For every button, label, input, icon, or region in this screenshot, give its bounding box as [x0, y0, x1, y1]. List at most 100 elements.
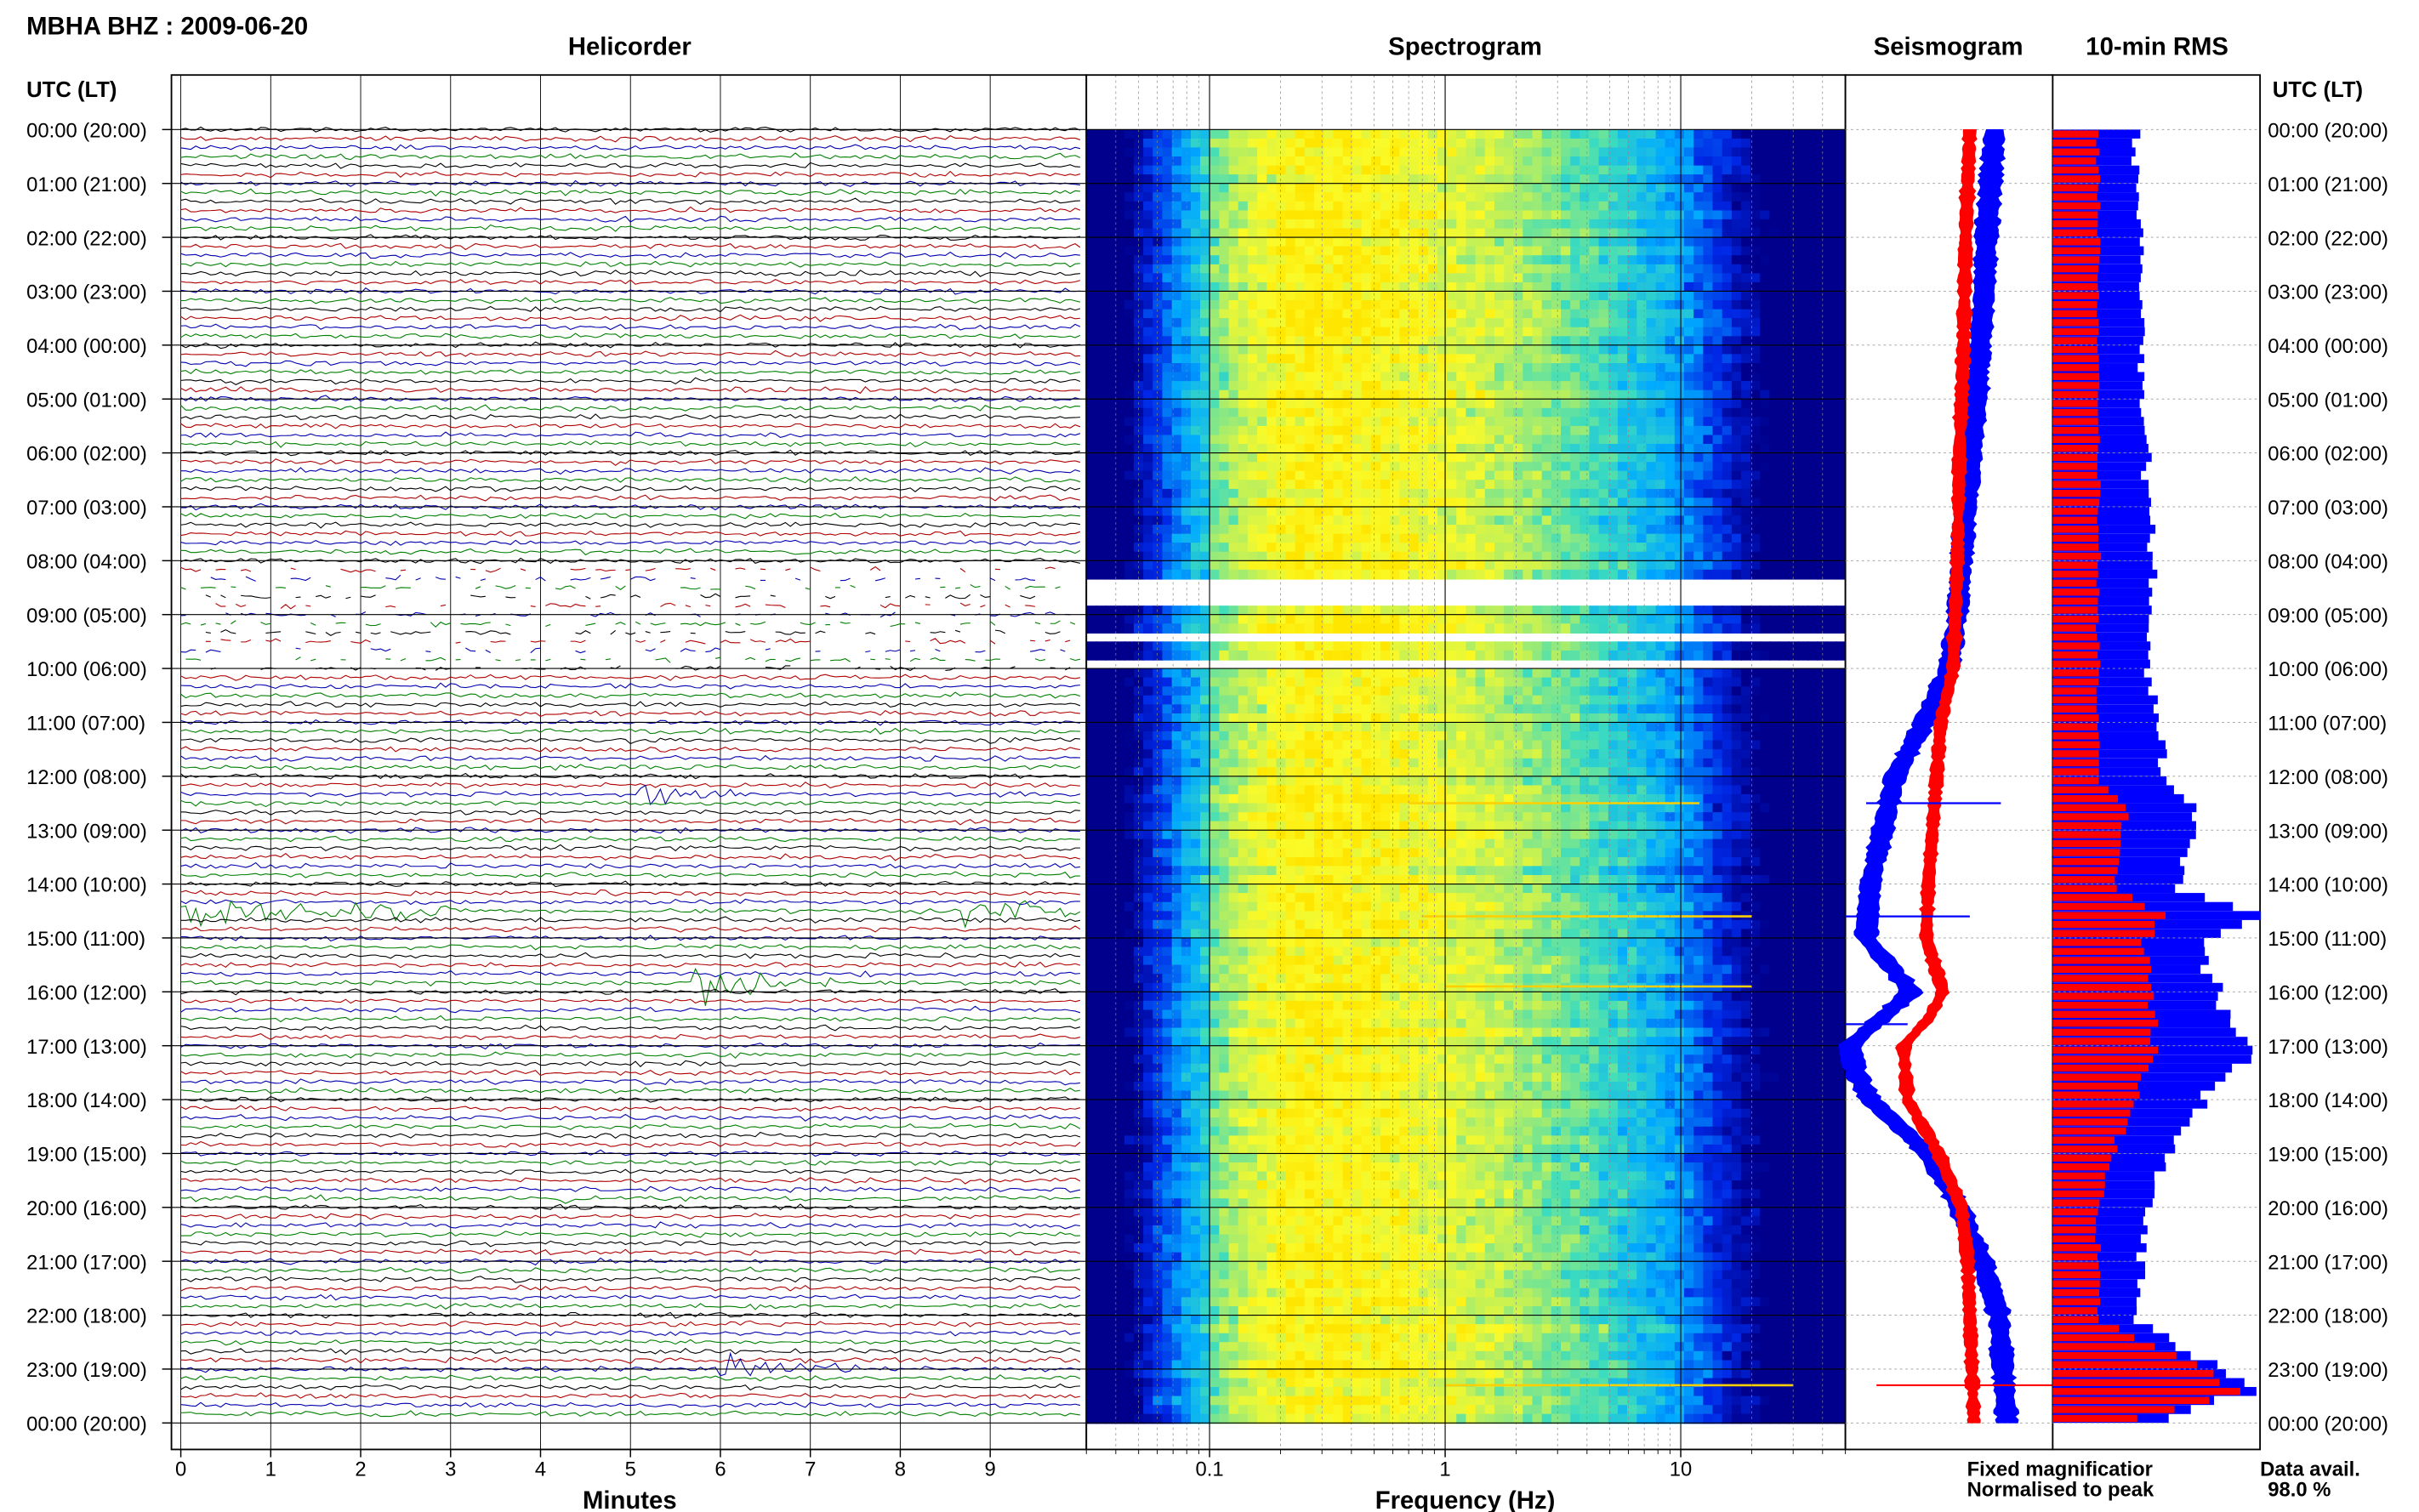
- spectrogram-cell: [1740, 183, 1752, 194]
- spectrogram-cell: [1162, 318, 1173, 328]
- spectrogram-cell: [1418, 435, 1430, 446]
- spectrogram-cell: [1333, 237, 1344, 247]
- spectrogram-cell: [1608, 210, 1619, 221]
- spectrogram-cell: [1133, 336, 1145, 347]
- spectrogram-cell: [1826, 147, 1837, 158]
- spectrogram-cell: [1598, 543, 1609, 553]
- spectrogram-cell: [1797, 138, 1809, 149]
- spectrogram-cell: [1797, 704, 1809, 715]
- spectrogram-cell: [1561, 497, 1572, 509]
- spectrogram-cell: [1266, 560, 1278, 571]
- spectrogram-cell: [1836, 560, 1847, 571]
- spectrogram-cell: [1807, 488, 1819, 499]
- spectrogram-cell: [1797, 462, 1809, 472]
- spectrogram-cell: [1370, 443, 1382, 454]
- spectrogram-cell: [1342, 650, 1353, 661]
- spectrogram-cell: [1313, 372, 1325, 383]
- spectrogram-cell: [1817, 704, 1828, 715]
- spectrogram-cell: [1418, 264, 1430, 275]
- spectrogram-cell: [1665, 192, 1676, 202]
- helicorder-trace: [180, 1131, 1081, 1140]
- spectrogram-cell: [1665, 399, 1676, 409]
- spectrogram-cell: [1219, 255, 1230, 265]
- spectrogram-cell: [1143, 219, 1154, 230]
- spectrogram-cell: [1304, 354, 1316, 365]
- spectrogram-cell: [1561, 237, 1572, 247]
- spectrogram-cell: [1683, 533, 1695, 544]
- spectrogram-cell: [1532, 425, 1543, 436]
- helicorder-trace: [180, 853, 1081, 861]
- spectrogram-cell: [1191, 237, 1202, 247]
- spectrogram-cell: [1114, 389, 1126, 401]
- spectrogram-cell: [1494, 174, 1505, 185]
- spectrogram-cell: [1447, 470, 1458, 481]
- spectrogram-cell: [1437, 138, 1449, 149]
- spectrogram-cell: [1352, 551, 1363, 562]
- spectrogram-cell: [1484, 551, 1496, 562]
- spectrogram-cell: [1513, 174, 1524, 185]
- spectrogram-cell: [1124, 569, 1136, 580]
- spectrogram-cell: [1466, 300, 1477, 310]
- spectrogram-cell: [1797, 255, 1809, 265]
- spectrogram-cell: [1570, 300, 1581, 310]
- spectrogram-cell: [1143, 470, 1154, 481]
- spectrogram-cell: [1627, 560, 1638, 571]
- spectrogram-cell: [1143, 407, 1154, 418]
- spectrogram-cell: [1456, 417, 1467, 427]
- spectrogram-cell: [1617, 147, 1629, 158]
- spectrogram-cell: [1114, 264, 1126, 275]
- spectrogram-cell: [1257, 443, 1268, 454]
- spectrogram-cell: [1370, 650, 1382, 661]
- spectrogram-cell: [1257, 210, 1268, 221]
- spectrogram-cell: [1361, 318, 1372, 328]
- spectrogram-cell: [1153, 210, 1164, 221]
- spectrogram-cell: [1171, 210, 1182, 221]
- spectrogram-cell: [1523, 497, 1534, 509]
- spectrogram-cell: [1731, 480, 1743, 491]
- spectrogram-cell: [1750, 569, 1762, 580]
- spectrogram-cell: [1342, 273, 1353, 284]
- spectrogram-cell: [1617, 488, 1629, 499]
- spectrogram-cell: [1114, 228, 1126, 239]
- spectrogram-cell: [1523, 605, 1534, 616]
- spectrogram-cell: [1238, 281, 1249, 293]
- spectrogram-cell: [1494, 336, 1505, 347]
- spectrogram-cell: [1589, 300, 1600, 310]
- spectrogram-cell: [1323, 372, 1335, 383]
- helicorder-trace: [180, 440, 1081, 448]
- spectrogram-cell: [1228, 704, 1239, 715]
- spectrogram-cell: [1788, 318, 1800, 328]
- spectrogram-cell: [1409, 281, 1420, 293]
- spectrogram-cell: [1561, 452, 1572, 463]
- spectrogram-cell: [1153, 668, 1164, 679]
- spectrogram-cell: [1693, 677, 1705, 688]
- spectrogram-cell: [1484, 318, 1496, 328]
- spectrogram-cell: [1722, 569, 1733, 580]
- spectrogram-cell: [1655, 237, 1666, 247]
- spectrogram-cell: [1133, 695, 1145, 706]
- helicorder-trace: [180, 404, 1080, 412]
- spectrogram-cell: [1484, 389, 1496, 401]
- spectrogram-cell: [1096, 372, 1107, 383]
- spectrogram-cell: [1788, 255, 1800, 265]
- spectrogram-cell: [1228, 443, 1239, 454]
- spectrogram-cell: [1096, 560, 1107, 571]
- spectrogram-cell: [1532, 138, 1543, 149]
- spectrogram-cell: [1257, 281, 1268, 293]
- helicorder-trace: [180, 530, 1081, 537]
- spectrogram-cell: [1570, 614, 1581, 625]
- spectrogram-cell: [1551, 452, 1562, 463]
- spectrogram-cell: [1703, 273, 1714, 284]
- spectrogram-cell: [1390, 389, 1401, 401]
- spectrogram-cell: [1323, 281, 1335, 293]
- spectrogram-cell: [1836, 443, 1847, 454]
- spectrogram-cell: [1456, 192, 1467, 202]
- spectrogram-cell: [1418, 623, 1430, 634]
- spectrogram-cell: [1836, 300, 1847, 310]
- spectrogram-cell: [1826, 156, 1837, 167]
- spectrogram-cell: [1674, 686, 1686, 696]
- spectrogram-cell: [1817, 435, 1828, 446]
- spectrogram-cell: [1219, 336, 1230, 347]
- spectrogram-cell: [1380, 344, 1392, 355]
- spectrogram-cell: [1674, 219, 1686, 230]
